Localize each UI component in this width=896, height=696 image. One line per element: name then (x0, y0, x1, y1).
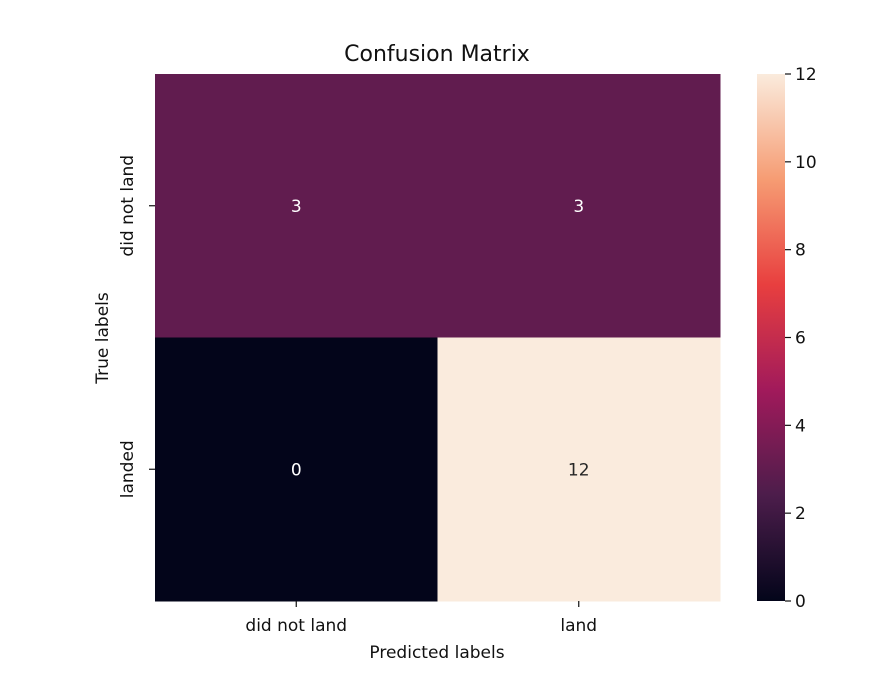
colorbar-tick-label: 2 (795, 504, 806, 524)
heatmap-cell-r0-c1 (437, 74, 721, 338)
y-tick-label: did not land (118, 155, 138, 257)
heatmap-cell-r0-c0 (155, 74, 438, 338)
colorbar-tick-label: 4 (795, 416, 806, 436)
heatmap-cells (155, 74, 721, 602)
colorbar-tick-label: 6 (795, 329, 806, 349)
colorbar (757, 74, 785, 601)
heatmap-cell-labels: 3 3 0 12 (291, 197, 590, 481)
x-tick-label: did not land (245, 616, 347, 636)
y-axis-label: True labels (93, 292, 113, 385)
y-axis-ticks: did not land landed (118, 155, 155, 498)
colorbar-tick-label: 8 (795, 241, 806, 261)
heatmap-cell-r1-c0 (155, 337, 438, 602)
cell-value-r1-c0: 0 (291, 460, 302, 480)
cell-value-r0-c1: 3 (573, 197, 584, 217)
colorbar-tick-label: 10 (795, 153, 817, 173)
x-axis-label: Predicted labels (369, 643, 504, 663)
x-tick-label: land (560, 616, 597, 636)
heatmap-cell-r1-c1 (437, 337, 721, 602)
colorbar-ticks: 0 2 4 6 8 10 12 (785, 65, 817, 612)
y-tick-label: landed (118, 440, 138, 498)
colorbar-tick-label: 0 (795, 592, 806, 612)
cell-value-r0-c0: 3 (291, 197, 302, 217)
colorbar-tick-label: 12 (795, 65, 817, 85)
x-axis-ticks: did not land land (245, 601, 597, 636)
cell-value-r1-c1: 12 (568, 460, 590, 480)
chart-title: Confusion Matrix (344, 42, 530, 67)
